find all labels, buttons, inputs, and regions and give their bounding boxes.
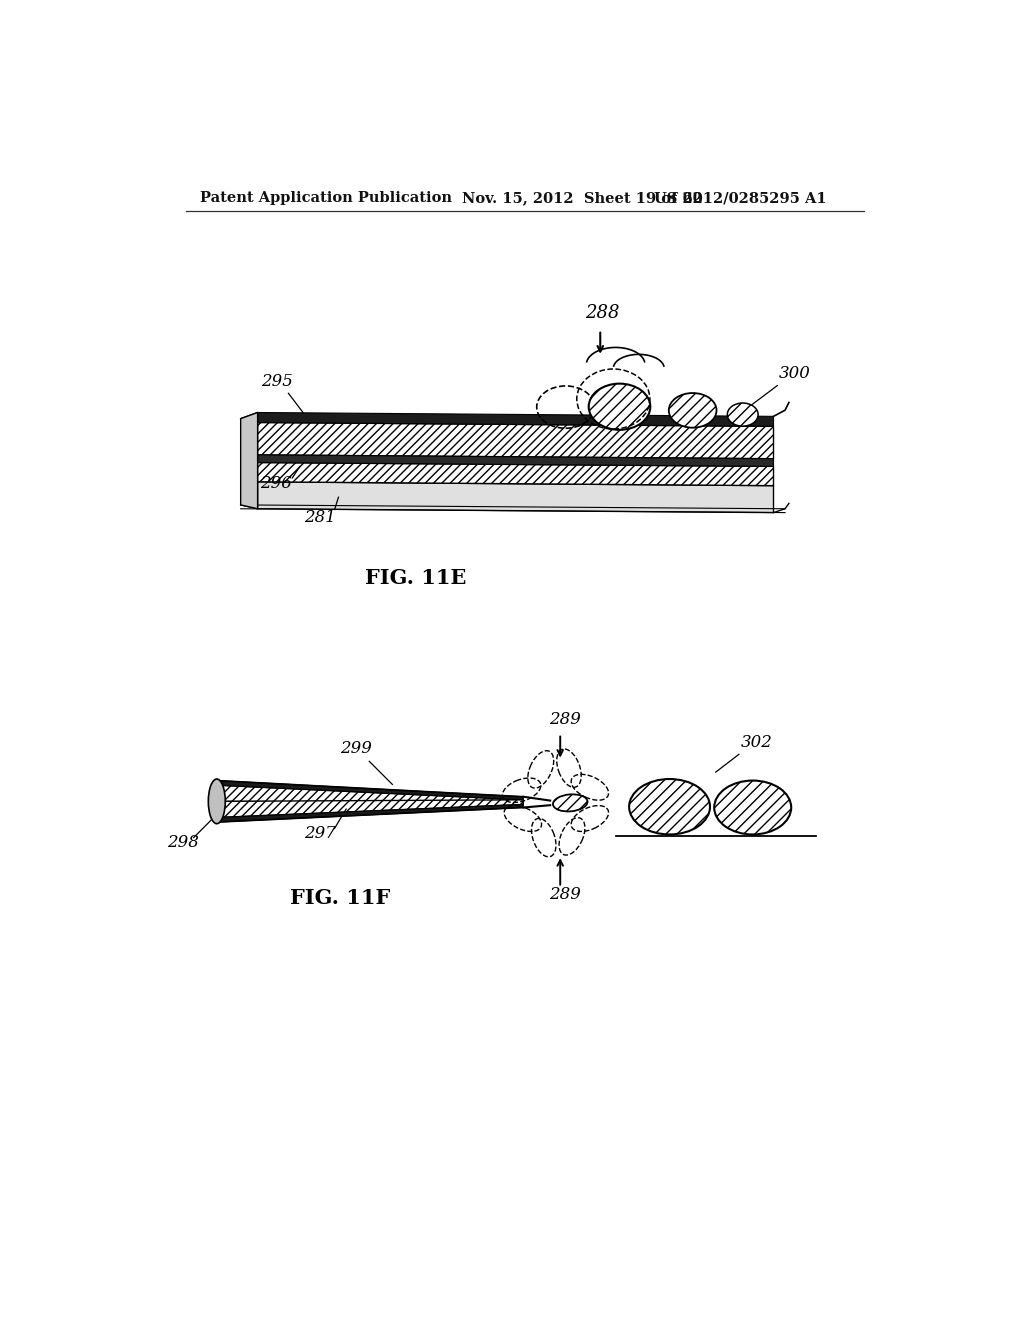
Polygon shape <box>258 462 773 486</box>
Ellipse shape <box>553 795 588 812</box>
Ellipse shape <box>727 403 758 426</box>
Ellipse shape <box>629 779 710 834</box>
Text: 299: 299 <box>340 739 372 756</box>
Ellipse shape <box>208 779 225 824</box>
Polygon shape <box>241 412 258 508</box>
Polygon shape <box>258 455 773 466</box>
Text: US 2012/0285295 A1: US 2012/0285295 A1 <box>654 191 826 206</box>
Polygon shape <box>258 422 773 459</box>
Text: Patent Application Publication: Patent Application Publication <box>200 191 452 206</box>
Text: 298: 298 <box>167 834 199 851</box>
Text: 296: 296 <box>260 475 292 492</box>
Polygon shape <box>217 800 523 817</box>
Polygon shape <box>217 785 523 803</box>
Polygon shape <box>217 804 523 822</box>
Ellipse shape <box>714 780 792 834</box>
Ellipse shape <box>669 393 717 428</box>
Polygon shape <box>258 482 773 512</box>
Polygon shape <box>258 412 773 426</box>
Text: FIG. 11E: FIG. 11E <box>365 568 466 587</box>
Text: 289: 289 <box>549 710 581 727</box>
Text: 302: 302 <box>741 734 773 751</box>
Text: 281: 281 <box>304 508 336 525</box>
Text: FIG. 11F: FIG. 11F <box>290 887 390 908</box>
Polygon shape <box>217 780 523 800</box>
Text: 288: 288 <box>585 304 620 322</box>
Ellipse shape <box>589 384 650 430</box>
Text: 300: 300 <box>779 364 811 381</box>
Text: 289: 289 <box>549 886 581 903</box>
Text: Nov. 15, 2012  Sheet 19 of 62: Nov. 15, 2012 Sheet 19 of 62 <box>462 191 702 206</box>
Text: 297: 297 <box>304 825 336 842</box>
Text: 295: 295 <box>261 372 293 389</box>
